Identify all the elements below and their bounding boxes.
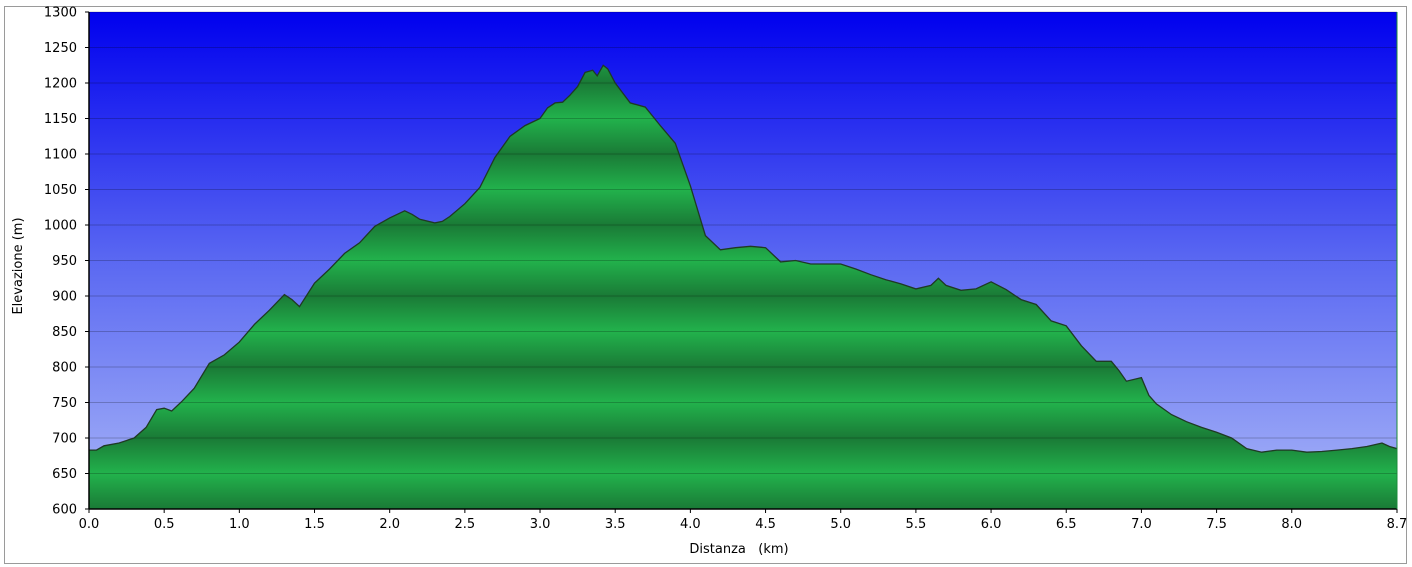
elevation-outline — [89, 64, 1398, 453]
y-tick-label: 1000 — [44, 219, 77, 234]
gridlines — [89, 11, 1397, 474]
x-tick-label: 2.5 — [455, 517, 476, 532]
y-tick-label: 1300 — [44, 6, 77, 21]
y-tick-label: 1250 — [44, 41, 77, 56]
x-tick-label: 5.5 — [906, 517, 927, 532]
y-tick-label: 850 — [52, 325, 77, 340]
y-tick-label: 1100 — [44, 148, 77, 163]
x-tick-label: 6.0 — [981, 517, 1002, 532]
y-tick-label: 650 — [52, 467, 77, 482]
x-axis-ticks: 0.0 0.5 1.0 1.5 2.0 2.5 3.0 3.5 4.0 4.5 5.0 5.5 6.0 6… — [79, 509, 1408, 532]
x-tick-label: 0.5 — [154, 517, 175, 532]
x-tick-label: 4.5 — [755, 517, 776, 532]
x-tick-label: 1.5 — [304, 517, 325, 532]
y-tick-label: 1200 — [44, 77, 77, 92]
x-tick-label: 3.0 — [530, 517, 551, 532]
y-tick-label: 900 — [52, 290, 77, 305]
y-tick-label: 800 — [52, 361, 77, 376]
y-tick-label: 1050 — [44, 183, 77, 198]
y-axis-title: Elevazione (m) — [11, 217, 26, 314]
y-tick-label: 950 — [52, 254, 77, 269]
x-tick-label: 3.5 — [605, 517, 626, 532]
y-tick-label: 750 — [52, 396, 77, 411]
y-axis-ticks: 600 650 700 750 800 850 900 950 1000 1050 1100 1150… — [44, 6, 89, 518]
x-tick-label: 6.5 — [1056, 517, 1077, 532]
x-tick-label: 1.0 — [229, 517, 250, 532]
x-tick-label: 8.0 — [1281, 517, 1302, 532]
x-tick-label: 5.0 — [830, 517, 851, 532]
x-tick-label: 4.0 — [680, 517, 701, 532]
x-tick-label: 8.7 — [1387, 517, 1408, 532]
x-tick-label: 0.0 — [79, 517, 100, 532]
y-tick-label: 1150 — [44, 112, 77, 127]
x-axis-title: Distanza (km) — [689, 542, 788, 557]
x-tick-label: 7.0 — [1131, 517, 1152, 532]
x-tick-label: 2.0 — [379, 517, 400, 532]
y-tick-label: 600 — [52, 503, 77, 518]
x-tick-label: 7.5 — [1206, 517, 1227, 532]
terrain-band — [89, 438, 1397, 509]
y-tick-label: 700 — [52, 432, 77, 447]
